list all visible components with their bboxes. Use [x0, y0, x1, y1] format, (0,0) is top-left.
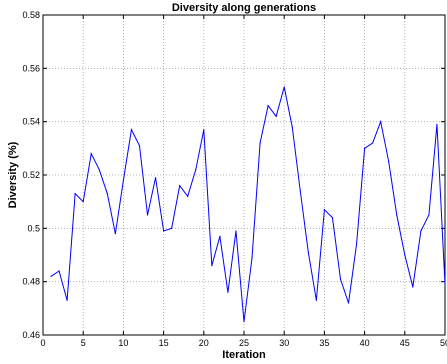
- x-tick-labels: 0 5 10 15 20 25 30 35 40 45 50: [40, 338, 447, 348]
- grid-lines: [43, 15, 445, 335]
- data-point: [114, 233, 116, 235]
- data-point: [66, 299, 68, 301]
- y-tick-labels: 0.46 0.48 0.5 0.52 0.54 0.56 0.58: [22, 10, 40, 340]
- data-point: [154, 177, 157, 179]
- data-point: [146, 214, 149, 216]
- x-tick-label: 50: [440, 338, 447, 348]
- data-point: [364, 147, 366, 149]
- data-point: [179, 185, 181, 187]
- y-tick-label: 0.5: [27, 223, 40, 233]
- y-tick-label: 0.48: [22, 277, 40, 287]
- x-tick-label: 0: [40, 338, 45, 348]
- y-tick-label: 0.56: [22, 63, 40, 73]
- data-point: [420, 230, 422, 232]
- tick-marks: [42, 14, 446, 336]
- diversity-series-line: [50, 86, 446, 322]
- data-point: [203, 129, 205, 131]
- data-point: [275, 115, 277, 117]
- data-point: [211, 265, 213, 267]
- data-point: [251, 257, 253, 259]
- y-tick-label: 0.58: [22, 10, 40, 20]
- data-point: [227, 291, 229, 293]
- data-point: [98, 169, 100, 171]
- data-point: [283, 86, 285, 88]
- x-tick-label: 25: [239, 338, 249, 348]
- y-tick-label: 0.46: [22, 330, 40, 340]
- data-point: [299, 190, 301, 192]
- data-point: [444, 283, 446, 285]
- data-point: [243, 321, 245, 323]
- data-point: [82, 201, 84, 203]
- data-point: [339, 278, 342, 280]
- y-tick-label: 0.52: [22, 170, 40, 180]
- data-point: [235, 230, 237, 232]
- data-point: [291, 126, 293, 128]
- data-point: [428, 214, 430, 216]
- x-tick-label: 45: [400, 338, 410, 348]
- data-point: [372, 142, 374, 144]
- data-point: [412, 286, 414, 288]
- data-point: [195, 169, 197, 171]
- data-point: [347, 302, 350, 304]
- data-point: [130, 129, 133, 131]
- data-point: [331, 217, 334, 219]
- data-point: [106, 193, 108, 195]
- data-point: [163, 230, 165, 232]
- data-point: [50, 275, 52, 277]
- data-point: [315, 299, 317, 301]
- x-tick-label: 30: [279, 338, 289, 348]
- chart-title: Diversity along generations: [172, 2, 316, 14]
- data-point: [388, 161, 390, 163]
- data-point: [396, 214, 398, 216]
- data-point: [90, 153, 92, 155]
- data-point: [404, 254, 406, 256]
- data-point: [74, 193, 76, 195]
- data-point: [259, 142, 261, 144]
- x-tick-label: 5: [81, 338, 86, 348]
- data-point: [187, 195, 189, 197]
- x-tick-label: 10: [118, 338, 128, 348]
- y-axis-label: Diversity (%): [7, 141, 19, 208]
- data-point: [122, 179, 124, 181]
- data-point: [138, 145, 141, 147]
- data-point: [307, 251, 309, 253]
- data-point: [323, 209, 325, 211]
- data-point: [171, 227, 173, 229]
- data-points: [50, 86, 446, 323]
- x-tick-label: 15: [159, 338, 169, 348]
- data-point: [219, 235, 221, 237]
- data-point: [380, 121, 382, 123]
- data-point: [355, 243, 358, 245]
- data-point: [267, 105, 269, 107]
- data-point: [58, 270, 60, 272]
- y-tick-label: 0.54: [22, 117, 40, 127]
- data-point: [436, 123, 438, 125]
- x-tick-label: 40: [360, 338, 370, 348]
- x-axis-label: Iteration: [222, 349, 266, 361]
- x-tick-label: 35: [319, 338, 329, 348]
- x-tick-label: 20: [199, 338, 209, 348]
